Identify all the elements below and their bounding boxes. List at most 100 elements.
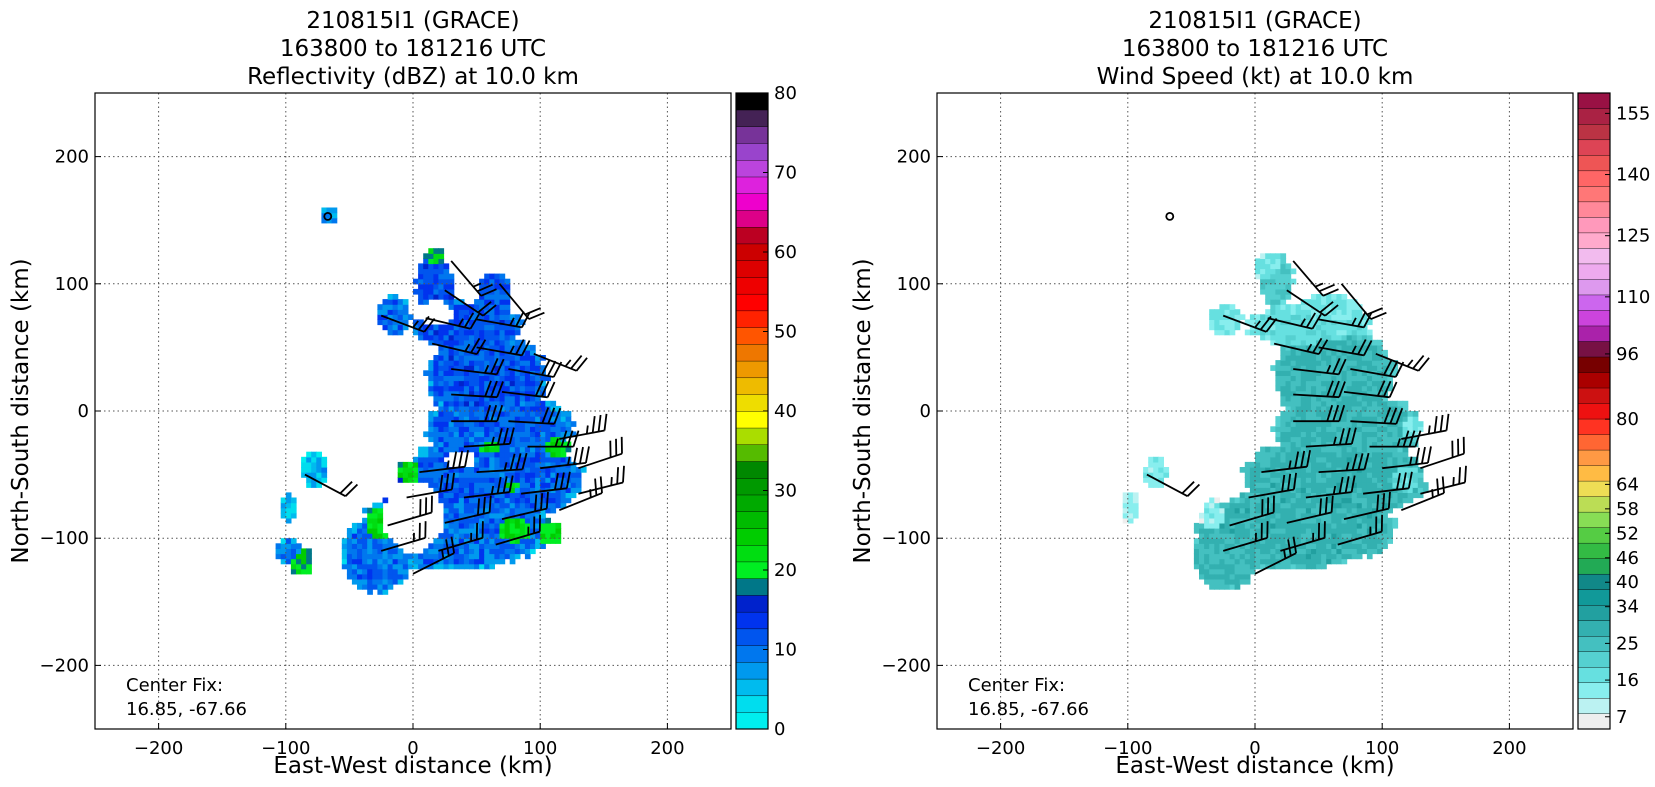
field-cell [1377,543,1383,549]
field-cell [1346,365,1353,371]
field-cell [448,533,455,539]
field-cell [550,533,557,539]
field-cell [1316,538,1322,544]
wind-barb [1229,495,1275,527]
field-cell [1270,492,1276,499]
field-cell [519,360,526,366]
barb-feather [1389,407,1398,424]
field-cell [1316,441,1322,448]
field-cell [428,411,434,417]
field-cell [1275,553,1282,560]
field-cell [1305,380,1312,387]
field-cell [402,472,409,478]
field-cell [484,487,490,493]
field-cell [463,349,470,356]
colorbar-tick-label: 25 [1616,633,1639,654]
barb-feather [1330,495,1334,513]
field-cell [443,502,450,509]
field-cell [438,461,445,468]
field-cell [341,543,348,549]
field-cell [519,441,526,448]
field-cell [1326,507,1332,514]
field-cell [1351,497,1358,504]
field-cell [301,467,307,473]
field-cell [1316,456,1322,463]
field-cell [448,339,455,346]
field-cell [1305,411,1312,417]
field-cell [1305,543,1312,549]
field-cell [1316,517,1322,524]
field-cell [1239,563,1246,570]
field-cell [290,502,297,509]
field-cell [1280,507,1287,514]
field-cell [382,309,389,315]
field-cell [1265,294,1271,300]
field-cell [499,304,506,310]
field-cell [1311,558,1317,565]
field-cell [1382,507,1388,514]
field-cell [1280,517,1287,524]
field-cell [438,248,445,254]
barb-staff [1229,511,1274,527]
field-cell [1260,477,1266,483]
field-cell [489,411,495,417]
field-cell [1382,512,1388,519]
field-cell [1255,324,1261,331]
field-cell [1392,497,1399,504]
field-cell [1407,497,1414,504]
field-cell [514,548,521,555]
colorbar-segment [735,92,769,111]
field-cell [1290,339,1297,346]
field-cell [1280,416,1287,422]
field-cell [1300,461,1307,468]
field-cell [1346,355,1353,361]
field-cell [458,375,465,382]
field-cell [1366,441,1373,448]
field-cell [1311,370,1317,376]
field-cell [428,436,434,443]
field-cell [1285,446,1292,453]
field-cell [524,487,531,493]
field-cell [438,553,445,560]
y-tick-label: −100 [882,528,931,549]
field-cell [560,492,567,499]
field-cell [372,507,378,514]
field-cell [1311,380,1317,387]
field-cell [1382,538,1388,544]
field-cell [453,324,460,331]
field-cell [484,400,490,407]
field-cell [474,319,480,326]
colorbar-segment [735,293,769,312]
field-cell [367,578,373,585]
field-cell [351,573,358,580]
field-cell [453,344,460,351]
field-cell [1193,543,1200,549]
field-cell [1361,319,1368,326]
field-cell [1361,365,1368,371]
field-cell [1326,421,1332,427]
field-cell [1260,461,1266,468]
field-cell [1224,502,1231,509]
field-cell [535,395,541,402]
field-cell [1392,502,1399,509]
field-cell [1285,263,1292,270]
field-cell [1127,512,1134,519]
field-cell [453,446,460,453]
field-cell [382,558,389,565]
field-cell [509,502,516,509]
field-cell [474,411,480,417]
field-cell [387,319,394,326]
field-cell [402,573,409,580]
field-cell [1244,558,1251,565]
field-cell [514,314,521,320]
field-cell [499,502,506,509]
field-cell [296,553,302,560]
field-cell [1300,477,1307,483]
field-cell [1351,426,1358,432]
field-cell [519,507,526,514]
field-cell [479,446,485,453]
field-cell [1326,395,1332,402]
field-cell [1382,405,1388,412]
field-cell [1346,543,1353,549]
field-cell [1397,467,1404,473]
